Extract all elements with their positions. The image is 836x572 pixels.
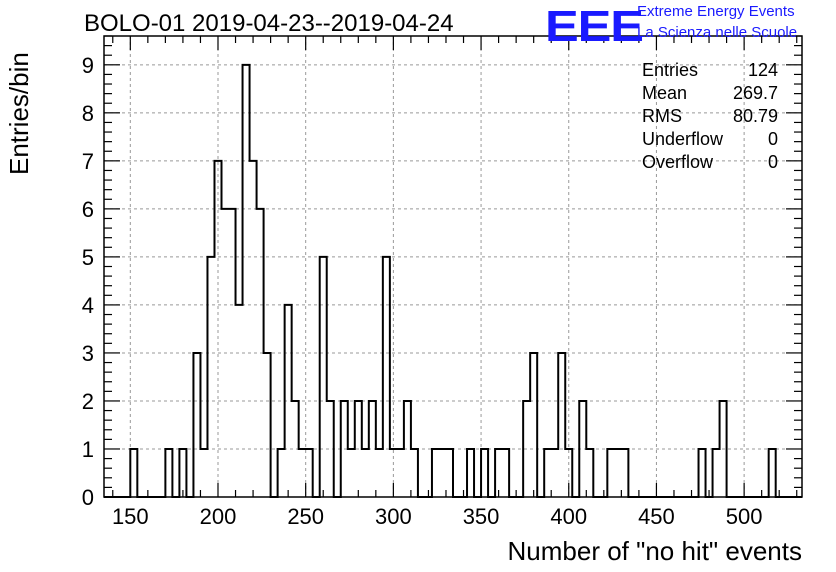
stat-rms-value: 80.79 [732,106,778,126]
stat-overflow-label: Overflow [642,152,714,172]
eee-logo: EEE [545,2,644,51]
stat-underflow-label: Underflow [642,129,724,149]
y-tick-label: 9 [82,53,94,78]
y-tick-label: 8 [82,101,94,126]
stat-underflow-value: 0 [767,129,778,149]
histogram-outline [104,63,802,498]
x-tick-label: 200 [200,504,237,529]
y-tick-label: 1 [82,437,94,462]
stat-rms-label: RMS [642,106,682,126]
x-axis-label: Number of "no hit" events [507,536,803,566]
x-tick-label: 350 [463,504,500,529]
grid-lines [104,36,802,497]
x-tick-label: 300 [375,504,412,529]
y-tick-label: 5 [82,245,94,270]
y-tick-label: 7 [82,149,94,174]
y-axis-label: Entries/bin [4,52,34,175]
x-tick-label: 400 [550,504,587,529]
logo-line-1: Extreme Energy Events [637,3,795,20]
logo-line-2: La Scienza nelle Scuole [637,24,798,41]
stat-mean-value: 269.7 [732,83,778,103]
x-tick-label: 250 [287,504,324,529]
y-tick-label: 0 [82,485,94,510]
y-tick-label: 6 [82,197,94,222]
x-tick-label: 150 [112,504,149,529]
plot-frame [103,35,803,498]
x-tick-label: 500 [726,504,763,529]
x-tick-label: 450 [638,504,675,529]
stat-entries-label: Entries [642,60,699,80]
y-tick-label: 2 [82,389,94,414]
stat-entries-value: 124 [747,60,778,80]
axis-ticks [104,35,802,498]
y-tick-label: 3 [82,341,94,366]
axis-tick-labels: 150 200 250 300 350 400 450 500 0 1 2 3 4 5 6 7 8 9 [82,53,763,529]
y-tick-label: 4 [82,293,94,318]
stat-mean-label: Mean [642,83,688,103]
chart-title: BOLO-01 2019-04-23--2019-04-24 [84,10,454,37]
stat-overflow-value: 0 [767,152,778,172]
